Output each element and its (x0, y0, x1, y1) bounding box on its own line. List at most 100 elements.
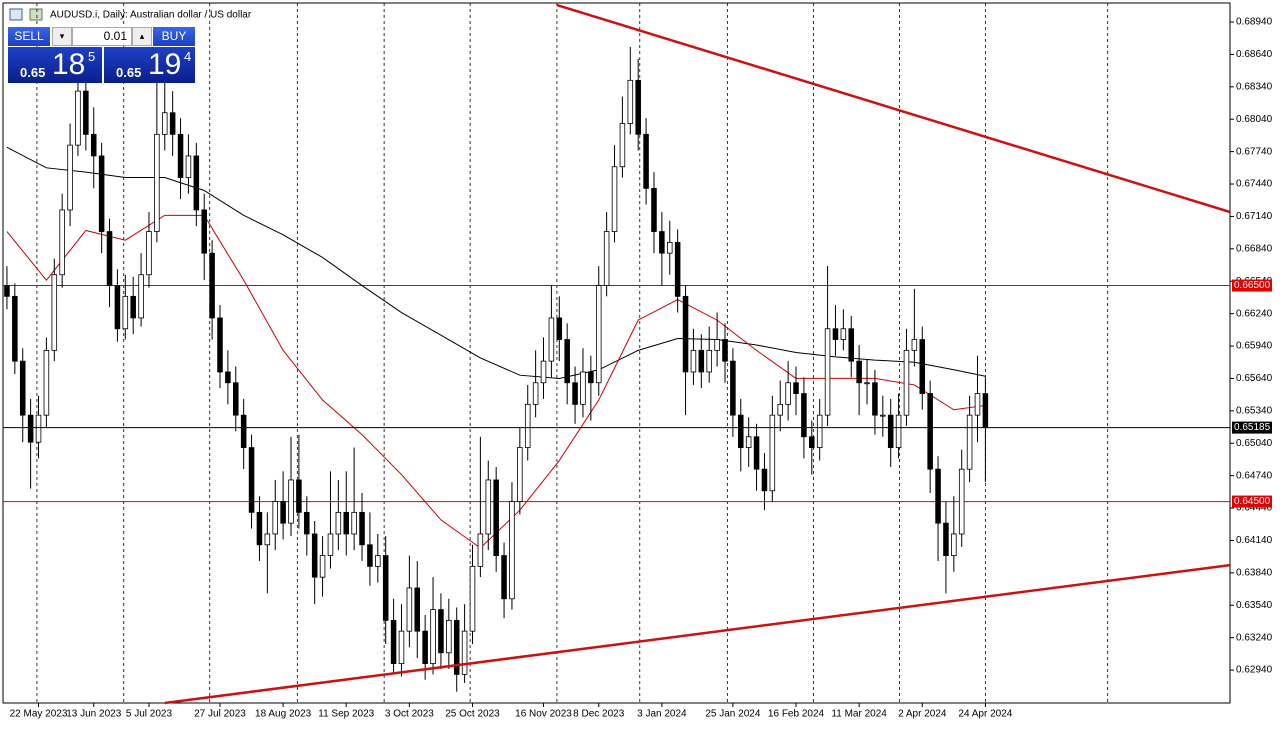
y-tick-label: 0.65940 (1236, 341, 1273, 352)
candle-body (319, 555, 326, 578)
candle-body (738, 414, 744, 448)
ask-quote[interactable]: 0.65 19 4 (104, 47, 195, 83)
candle-body (682, 295, 689, 373)
candle-body (382, 555, 389, 621)
candle-body (848, 328, 855, 362)
candle-body (666, 241, 673, 254)
y-tick-label: 0.64440 (1236, 503, 1273, 514)
chart-title: AUDUSD.i, Daily: Australian dollar / US … (50, 10, 252, 21)
y-tick-label: 0.68640 (1236, 49, 1273, 60)
lot-up[interactable]: ▴ (132, 27, 152, 46)
candle-body (840, 328, 847, 340)
trend-line (164, 563, 1231, 705)
candle-body (706, 349, 712, 373)
candle-body (51, 274, 58, 351)
candle-body (90, 133, 97, 157)
bid-point: 5 (88, 49, 96, 64)
price-line-label: 0.65185 (1234, 422, 1271, 433)
trend-line (556, 3, 1231, 214)
y-tick-label: 0.65640 (1236, 373, 1273, 384)
candle-body (532, 382, 539, 405)
candle-body (761, 468, 768, 492)
candle-body (233, 382, 239, 416)
x-tick-label: 25 Oct 2023 (445, 709, 500, 720)
candle-body (674, 241, 681, 297)
candle-body (422, 630, 428, 664)
ask-pips: 19 (148, 48, 182, 81)
x-tick-label: 16 Feb 2024 (768, 709, 825, 720)
candle-body (217, 317, 223, 373)
candle-body (335, 511, 342, 535)
candle-body (919, 339, 926, 394)
candle-body (572, 382, 578, 405)
candle-body (927, 393, 933, 470)
candle-body (114, 285, 121, 330)
candle-body (154, 133, 160, 232)
candle-body (690, 349, 697, 373)
candle-body (887, 414, 894, 448)
price-line-tag (1232, 421, 1272, 434)
plot-area (2, 2, 1231, 704)
candle-body (240, 414, 247, 448)
y-tick-label: 0.65340 (1236, 405, 1273, 416)
candle-body (406, 587, 413, 632)
candle-body (161, 112, 168, 135)
y-tick-label: 0.67740 (1236, 146, 1273, 157)
candle-body (958, 468, 965, 535)
candle-body (485, 479, 492, 535)
candle-body (966, 414, 973, 470)
y-tick-label: 0.66840 (1236, 243, 1273, 254)
sell-button[interactable]: SELL (8, 27, 50, 46)
candle-body (106, 231, 113, 286)
candle-body (548, 317, 555, 362)
menu-icon[interactable] (9, 8, 23, 21)
candle-body (272, 501, 278, 535)
candle-body (4, 285, 10, 297)
candle-body (193, 155, 200, 211)
bid-quote[interactable]: 0.65 18 5 (8, 47, 102, 83)
lot-down[interactable]: ▾ (52, 27, 72, 46)
candle-body (146, 231, 152, 276)
candle-body (367, 544, 373, 567)
candle-body (438, 609, 444, 654)
candle-body (327, 533, 334, 556)
candle-body (714, 339, 720, 351)
candle-body (651, 187, 657, 232)
trade-panel: SELL ▾ 0.01 ▴ BUY 0.65 18 5 0.65 19 4 (8, 27, 195, 83)
candle-body (659, 231, 665, 254)
x-tick-label: 16 Nov 2023 (515, 709, 572, 720)
candle-body (311, 533, 318, 578)
ask-prefix: 0.65 (116, 65, 142, 80)
candle-body (138, 274, 144, 319)
candle-body (296, 479, 302, 513)
candle-body (974, 393, 981, 416)
candle-body (832, 328, 839, 340)
candle-body (122, 295, 129, 330)
x-tick-label: 5 Jul 2023 (126, 709, 173, 720)
candle-body (935, 468, 941, 524)
lot-input[interactable]: 0.01 (72, 27, 132, 46)
x-tick-label: 25 Jan 2024 (705, 709, 760, 720)
ask-point: 4 (184, 49, 192, 64)
level-line-tag (1232, 495, 1272, 508)
candle-body (169, 112, 176, 135)
symbol-icon[interactable] (29, 8, 43, 21)
buy-button[interactable]: BUY (153, 27, 195, 46)
y-tick-label: 0.66240 (1236, 308, 1273, 319)
candle-body (809, 436, 815, 448)
candle-body (730, 360, 736, 416)
level-line-label: 0.66500 (1234, 280, 1271, 291)
candle-body (201, 209, 207, 254)
candle-body (398, 630, 405, 664)
candle-body (256, 511, 263, 546)
candle-body (801, 393, 807, 438)
x-tick-label: 8 Dec 2023 (573, 709, 625, 720)
candle-body (375, 555, 381, 567)
y-tick-label: 0.63840 (1236, 567, 1273, 578)
level-line-tag (1232, 279, 1272, 292)
candle-body (903, 349, 910, 416)
candle-body (911, 339, 918, 351)
candle-body (264, 533, 271, 546)
candle-body (343, 511, 350, 535)
candle-body (816, 414, 823, 448)
